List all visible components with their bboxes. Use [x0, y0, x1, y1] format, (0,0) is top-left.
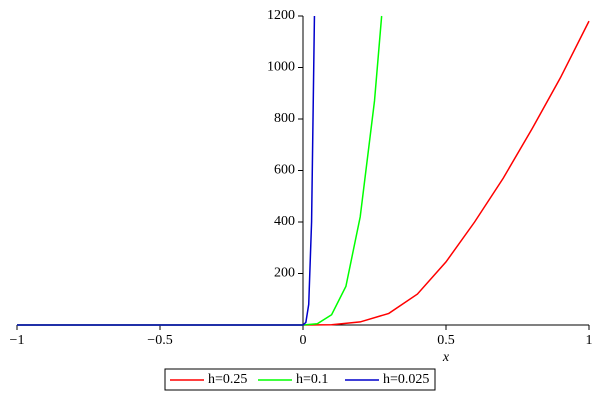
legend-label: h=0.1	[296, 372, 328, 387]
x-tick-label: −1	[10, 333, 25, 348]
y-tick-label: 1000	[267, 60, 295, 75]
x-tick-label: −0.5	[147, 333, 172, 348]
line	[17, 15, 316, 326]
x-tick-label: 0	[300, 333, 307, 348]
line	[17, 20, 590, 326]
y-tick-label: 800	[274, 111, 295, 126]
legend-box	[164, 368, 436, 391]
line	[17, 15, 383, 326]
y-tick-label: 600	[274, 163, 295, 178]
y-tick-label: 400	[274, 214, 295, 229]
y-tick-label: 1200	[267, 8, 295, 23]
y-tick-label: 200	[274, 266, 295, 281]
x-axis-label: x	[442, 350, 450, 365]
x-tick-label: 0.5	[437, 333, 455, 348]
legend-label: h=0.25	[208, 372, 247, 387]
legend-label: h=0.025	[383, 372, 429, 387]
x-tick-label: 1	[586, 333, 593, 348]
